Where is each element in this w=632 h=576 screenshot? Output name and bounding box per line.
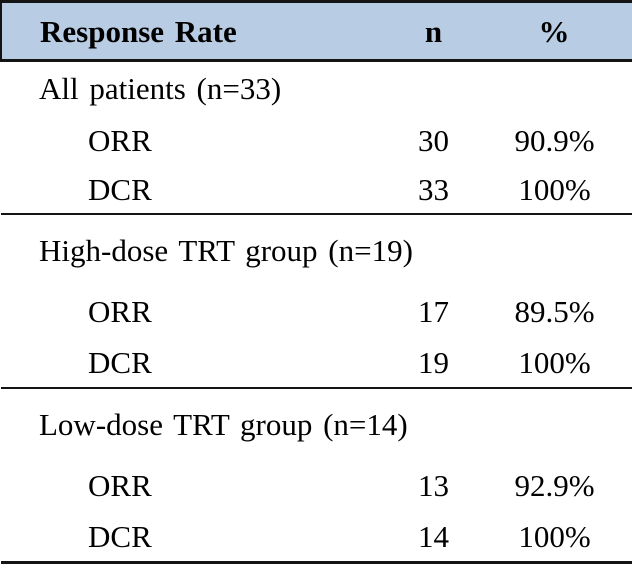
table-row: DCR 33 100% [1,166,632,215]
row-label: DCR [1,166,391,215]
section-title: All patients (n=33) [39,70,282,106]
row-label: DCR [1,511,391,564]
cell-percent: 100% [476,166,632,215]
table-row: DCR 19 100% [1,337,632,389]
row-label: ORR [88,122,152,158]
response-rate-table: Response Rate n % All patients (n=33) OR… [0,0,632,564]
table-header-row: Response Rate n % [0,0,632,62]
cell-n: 30 [418,122,449,158]
section-title: Low-dose TRT group (n=14) [39,406,408,442]
table-row: ORR 13 92.9% [1,459,632,511]
cell-n: 13 [418,467,449,503]
section-title-row: High-dose TRT group (n=19) [1,214,632,285]
cell-n: 33 [391,166,476,215]
row-label: ORR [88,293,152,329]
table-row: ORR 30 90.9% [1,114,632,166]
column-header-percent: % [476,0,632,62]
cell-percent: 92.9% [514,467,595,503]
cell-percent: 100% [476,511,632,564]
table-row: ORR 17 89.5% [1,285,632,337]
cell-percent: 90.9% [514,122,595,158]
cell-n: 17 [418,293,449,329]
section-title-row: All patients (n=33) [1,61,632,115]
cell-percent: 89.5% [514,293,595,329]
column-header-response-rate: Response Rate [0,0,391,62]
table-row: DCR 14 100% [1,511,632,564]
cell-n: 19 [391,337,476,389]
column-header-n: n [391,0,476,62]
row-label: DCR [1,337,391,389]
row-label: ORR [88,467,152,503]
section-title-row: Low-dose TRT group (n=14) [1,388,632,459]
section-title: High-dose TRT group (n=19) [39,232,413,268]
cell-percent: 100% [476,337,632,389]
cell-n: 14 [391,511,476,564]
